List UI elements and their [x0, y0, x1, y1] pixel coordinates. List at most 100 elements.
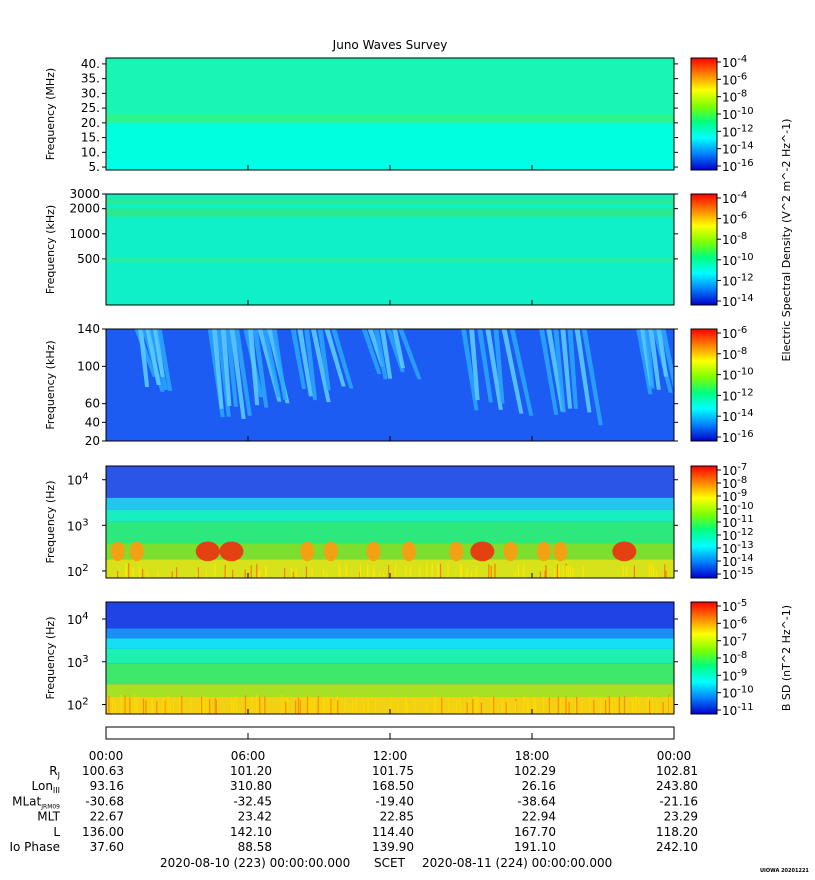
- radio-burst: [152, 329, 165, 377]
- frequency-band: [106, 203, 674, 209]
- radio-burst: [229, 329, 246, 419]
- tick-base: 10: [722, 568, 737, 582]
- tick-exponent: -9: [737, 488, 747, 499]
- radio-burst: [225, 329, 238, 407]
- frequency-band: [106, 521, 674, 544]
- radio-burst: [248, 329, 260, 406]
- colorbar-tick-label: 10-14: [722, 408, 754, 424]
- y-axis-label: Frequency (Hz): [44, 481, 57, 564]
- tick-base: 10: [722, 295, 737, 309]
- emission-hotspot: [300, 541, 315, 562]
- ephemeris-value: 242.10: [656, 840, 698, 854]
- colorbar-tick-label: 10-10: [722, 685, 754, 701]
- colorbar-tick-label: 10-16: [722, 158, 754, 174]
- radio-burst: [324, 329, 346, 387]
- colorbar-tick-label: 10-14: [722, 293, 754, 309]
- colorbar-tick-label: 10-8: [722, 346, 747, 362]
- y-axis: 40.35.30.25.20.15.10.5.: [81, 57, 678, 174]
- tick-base: 10: [722, 555, 737, 569]
- y-tick-label: 102: [67, 563, 89, 579]
- colorbar-tick-label: 10-12: [722, 123, 754, 139]
- frequency-band: [106, 122, 674, 162]
- tick-base: 10: [722, 410, 737, 424]
- time-line-axis: 00:00 06:00 12:00 18:00 00:00: [89, 726, 691, 763]
- spectrogram-body: [106, 329, 674, 441]
- colorbar-tick-label: 10-6: [722, 71, 747, 87]
- tick-base: 10: [722, 91, 737, 105]
- radio-burst: [461, 329, 479, 411]
- tick-base: 10: [722, 477, 737, 491]
- colorbar-tick-label: 10-8: [722, 89, 747, 105]
- frequency-band: [106, 197, 674, 204]
- ephemeris-value: 167.70: [514, 825, 556, 839]
- y-axis-label: Frequency (kHz): [44, 205, 57, 294]
- frequency-band: [106, 58, 674, 114]
- spectrogram-panels: 40.35.30.25.20.15.10.5. Frequency (MHz) 10…: [44, 54, 793, 718]
- tick-exponent: -7: [737, 633, 747, 644]
- tick-base: 10: [722, 327, 737, 341]
- radio-burst: [501, 329, 524, 414]
- colorbar-tick-label: 10-10: [722, 252, 754, 268]
- colorbar-tick-label: 10-12: [722, 387, 754, 403]
- ephemeris-value: 168.50: [372, 779, 414, 793]
- emission-hotspot: [195, 541, 220, 562]
- tick-base: 10: [722, 108, 737, 122]
- ephemeris-label-text: Lon: [32, 779, 53, 793]
- ephemeris-value: 26.16: [522, 779, 556, 793]
- radio-burst: [373, 329, 388, 380]
- tick-exponent: -6: [737, 71, 747, 82]
- radio-burst: [234, 329, 252, 416]
- colorbar-tick-label: 10-10: [722, 106, 754, 122]
- colorbar-label: B SD (nT^2 Hz^-1): [780, 605, 793, 711]
- tick-exponent: 2: [82, 563, 88, 574]
- spectrogram-body: [106, 466, 674, 578]
- tick-base: 10: [722, 143, 737, 157]
- frequency-band: [106, 684, 674, 697]
- ephemeris-label: RJ: [49, 764, 60, 780]
- tick-base: 10: [722, 56, 737, 70]
- emission-hotspot: [536, 541, 551, 562]
- radio-burst: [145, 329, 161, 385]
- ephemeris-label-text: L: [53, 825, 60, 839]
- tick-base: 10: [722, 635, 737, 649]
- y-tick-label: 102: [67, 697, 89, 713]
- tick-exponent: -14: [737, 408, 753, 419]
- ephemeris-label: MLatJRM09: [12, 794, 60, 810]
- colorbar-tick-label: 10-16: [722, 429, 754, 445]
- ephemeris-value: -19.40: [375, 794, 414, 808]
- colorbar-tick-label: 10-5: [722, 598, 747, 614]
- radio-burst: [553, 329, 566, 413]
- radio-burst: [156, 329, 173, 391]
- radio-burst: [290, 329, 307, 389]
- ephemeris-value: 139.90: [372, 840, 414, 854]
- y-tick-label: 35.: [81, 72, 100, 86]
- y-tick-label: 104: [67, 472, 89, 488]
- ephemeris-value: -30.68: [85, 794, 124, 808]
- frequency-band: [106, 262, 674, 305]
- time-tick-label: 18:00: [515, 749, 550, 763]
- y-tick-label: 25.: [81, 101, 100, 115]
- emission-hotspot: [553, 541, 568, 562]
- tick-exponent: 3: [82, 654, 88, 665]
- tick-exponent: -11: [737, 702, 753, 713]
- tick-exponent: -8: [737, 346, 747, 357]
- radio-burst: [252, 329, 269, 408]
- tick-base: 10: [722, 160, 737, 174]
- colorbar-tick-label: 10-4: [722, 54, 747, 70]
- colorbar-tick-label: 10-10: [722, 501, 754, 517]
- tick-base: 10: [722, 542, 737, 556]
- tick-base: 10: [722, 600, 737, 614]
- radio-burst: [493, 329, 505, 404]
- footer-start-time: 2020-08-10 (223) 00:00:00.000: [160, 856, 350, 870]
- radio-burst: [469, 329, 480, 401]
- tick-exponent: -4: [737, 190, 747, 201]
- tick-exponent: -10: [737, 501, 753, 512]
- radio-burst: [567, 329, 578, 409]
- colorbar-tick-label: 10-9: [722, 488, 747, 504]
- radio-burst: [392, 329, 406, 369]
- emission-hotspot: [449, 541, 464, 562]
